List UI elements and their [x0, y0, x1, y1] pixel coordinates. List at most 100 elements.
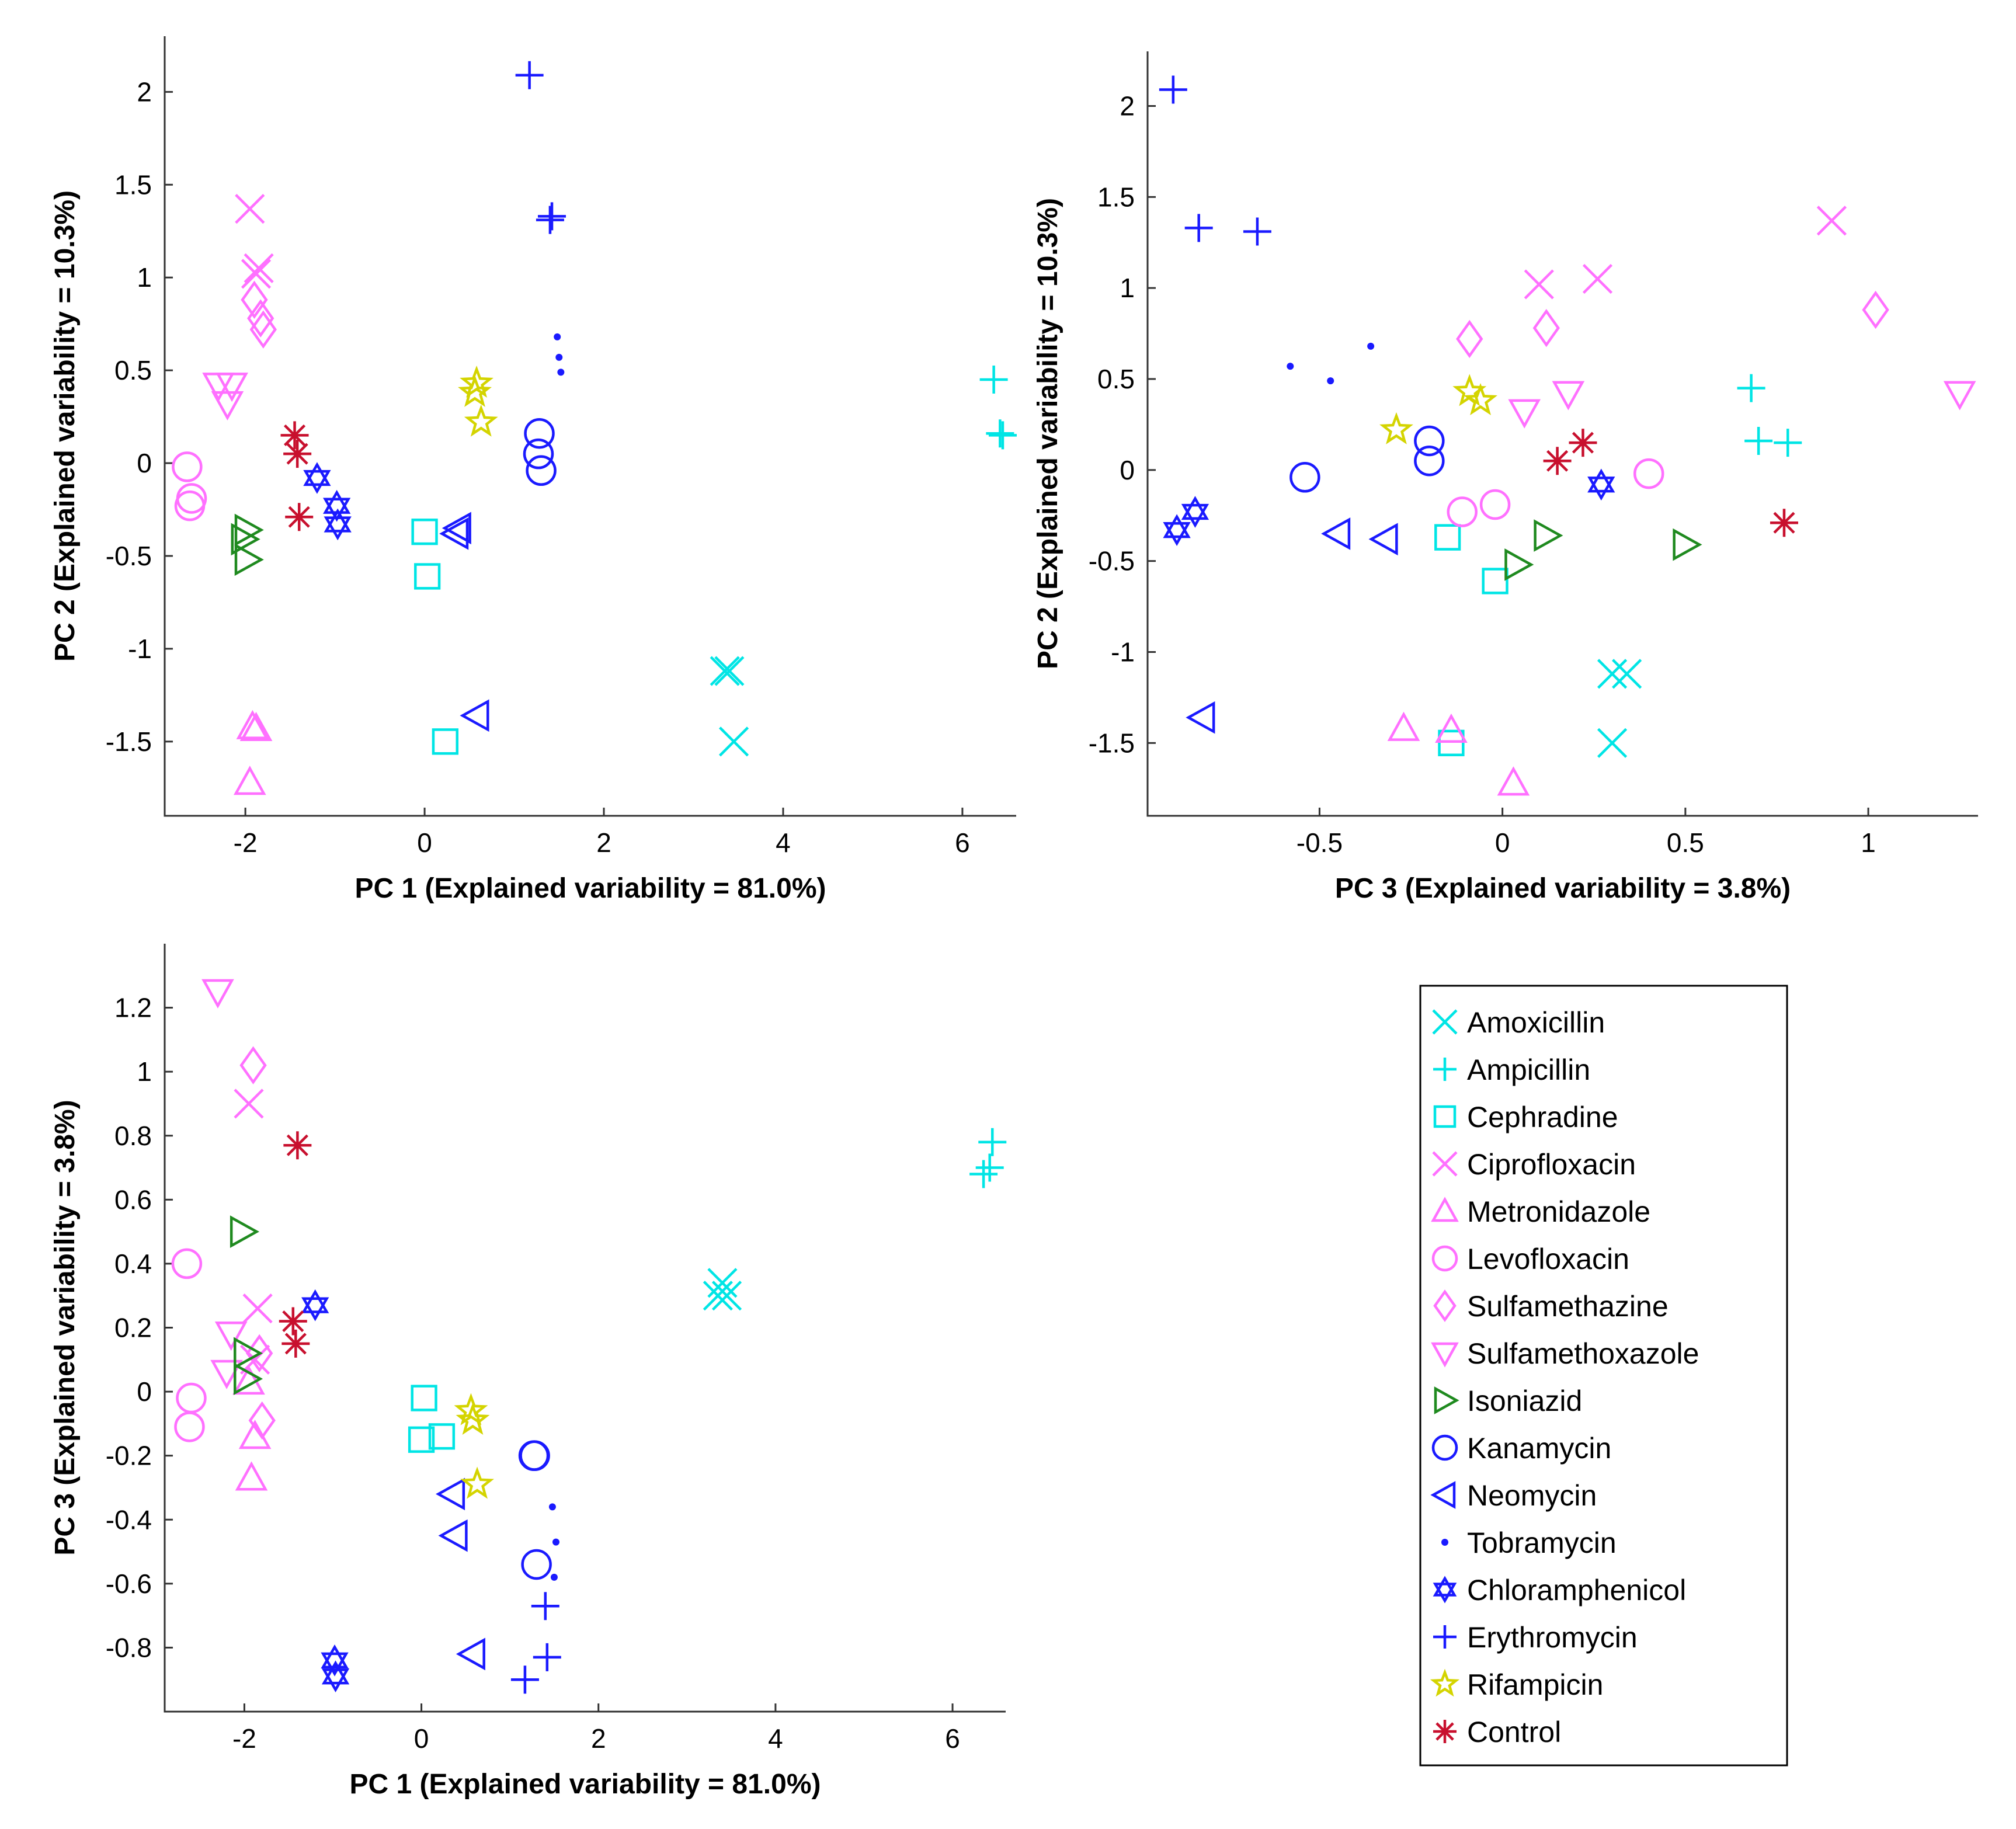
panels: -2 0 2 4 6 2 1.5 1 0.5 0 -0.5 -1 -1.5 PC 1 (Explained…: [50, 36, 1978, 1800]
data-point-erythromycin: [510, 1665, 539, 1694]
diamond-icon: [1433, 1289, 1457, 1322]
data-point-sulfamethazine: [239, 1046, 267, 1084]
y-tick-label: 1: [137, 262, 152, 293]
data-point-isoniazid: [1534, 519, 1563, 552]
data-point-neomycin: [439, 517, 469, 550]
data-point-amoxicillin: [714, 656, 745, 686]
panel-pc3-vs-pc2: -0.5 0 0.5 1 2 1.5 1 0.5 0 -0.5 -1 -1.5 PC 3 (Explai…: [1033, 51, 1978, 904]
circle-icon: [1431, 1434, 1458, 1461]
data-point-neomycin: [435, 1477, 465, 1511]
x-icon: [1432, 1009, 1458, 1035]
data-point-ampicillin: [1744, 426, 1773, 455]
data-point-metronidazole: [235, 1461, 268, 1491]
hexagram-icon: [1433, 1576, 1457, 1604]
legend-item-amoxicillin: Amoxicillin: [1432, 1006, 1605, 1039]
y-tick-label: 0.2: [114, 1313, 152, 1343]
legend: Amoxicillin Ampicillin Cephradine Ciproflox…: [1419, 985, 1788, 1767]
data-point-rifampicin: [460, 365, 494, 398]
asterisk-icon: [1433, 1720, 1457, 1743]
data-point-tobramycin: [554, 333, 561, 340]
data-point-tobramycin: [1327, 377, 1334, 385]
data-point-cephradine: [1434, 524, 1461, 551]
data-point-ciprofloxacin: [235, 194, 265, 224]
data-point-ciprofloxacin: [244, 253, 274, 283]
data-point-erythromycin: [536, 206, 564, 234]
x-tick-label: 1: [1861, 827, 1876, 858]
y-tick-label: -0.6: [106, 1569, 152, 1599]
y-tick-label: -1: [128, 634, 152, 664]
legend-label: Metronidazole: [1467, 1195, 1650, 1228]
data-point-erythromycin: [531, 1592, 559, 1621]
y-tick-label: 0: [137, 448, 152, 478]
data-point-metronidazole: [236, 710, 269, 739]
data-point-cephradine: [1482, 568, 1508, 594]
data-point-isoniazid: [231, 523, 260, 556]
legend-item-sulfamethazine: Sulfamethazine: [1433, 1289, 1669, 1323]
legend-item-metronidazole: Metronidazole: [1431, 1195, 1650, 1228]
data-point-control: [281, 1329, 310, 1358]
data-point-neomycin: [438, 1519, 468, 1552]
panel-pc1-vs-pc2: -2 0 2 4 6 2 1.5 1 0.5 0 -0.5 -1 -1.5 PC 1 (Explained…: [50, 36, 1017, 904]
y-tick-label: 0.5: [114, 355, 152, 385]
data-point-erythromycin: [538, 202, 566, 231]
data-point-neomycin: [1186, 701, 1215, 734]
x-tick-label: 4: [776, 827, 791, 858]
legend-label: Levofloxacin: [1467, 1243, 1629, 1275]
legend-label: Cephradine: [1467, 1101, 1618, 1133]
y-axis-label: PC 3 (Explained variability = 3.8%): [50, 1100, 81, 1555]
legend-item-erythromycin: Erythromycin: [1433, 1621, 1638, 1654]
data-point-isoniazid: [1504, 548, 1534, 581]
legend-label: Erythromycin: [1467, 1621, 1638, 1654]
data-point-cephradine: [411, 519, 438, 545]
data-point-isoniazid: [230, 1215, 260, 1248]
legend-label: Tobramycin: [1467, 1527, 1617, 1559]
data-point-levofloxacin: [171, 1248, 203, 1279]
legend-label: Control: [1467, 1716, 1561, 1748]
data-point-rifampicin: [456, 1402, 490, 1435]
x-axis-label: PC 1 (Explained variability = 81.0%): [355, 873, 826, 904]
triangle-left-icon: [1430, 1481, 1456, 1509]
data-point-ciprofloxacin: [234, 1089, 264, 1119]
data-point-kanamycin: [519, 1440, 550, 1471]
data-point-control: [1770, 509, 1798, 537]
legend-item-levofloxacin: Levofloxacin: [1431, 1243, 1629, 1275]
data-point-sulfamethoxazole: [1552, 381, 1585, 411]
data-point-ampicillin: [978, 1128, 1007, 1156]
data-point-levofloxacin: [1633, 458, 1664, 489]
y-tick-label: -0.5: [106, 541, 152, 571]
data-point-tobramycin: [548, 1503, 556, 1511]
data-point-kanamycin: [1289, 462, 1320, 493]
data-point-sulfamethazine: [1862, 290, 1889, 329]
data-point-control: [1543, 447, 1572, 475]
data-point-cephradine: [432, 728, 459, 755]
legend-label: Ampicillin: [1467, 1053, 1590, 1086]
legend-item-kanamycin: Kanamycin: [1431, 1432, 1611, 1465]
data-point-tobramycin: [555, 353, 563, 361]
data-point-kanamycin: [523, 438, 554, 470]
legend-item-rifampicin: Rifampicin: [1430, 1668, 1603, 1701]
x-tick-label: -2: [234, 827, 258, 858]
data-point-ampicillin: [986, 419, 1014, 448]
legend-item-neomycin: Neomycin: [1430, 1479, 1597, 1512]
data-point-isoniazid: [234, 543, 264, 576]
data-point-amoxicillin: [1612, 659, 1642, 689]
data-point-cephradine: [414, 563, 441, 590]
y-axis-label: PC 2 (Explained variability = 10.3%): [1033, 198, 1063, 669]
plus-icon: [1433, 1625, 1457, 1649]
data-point-rifampicin: [454, 1393, 488, 1425]
x-tick-label: 0: [417, 827, 432, 858]
data-point-ciprofloxacin: [1524, 269, 1554, 300]
data-point-cephradine: [408, 1426, 435, 1453]
data-point-amoxicillin: [710, 656, 740, 686]
legend-label: Chloramphenicol: [1467, 1574, 1686, 1607]
data-point-sulfamethazine: [248, 1401, 276, 1440]
legend-label: Isoniazid: [1467, 1385, 1582, 1417]
pentagram-icon: [1430, 1668, 1460, 1697]
data-point-levofloxacin: [174, 1411, 205, 1442]
data-point-ampicillin: [979, 366, 1008, 394]
data-point-control: [280, 421, 309, 450]
legend-item-sulfamethoxazole: Sulfamethoxazole: [1431, 1337, 1699, 1370]
data-point-sulfamethoxazole: [215, 373, 248, 402]
data-point-control: [285, 503, 314, 531]
